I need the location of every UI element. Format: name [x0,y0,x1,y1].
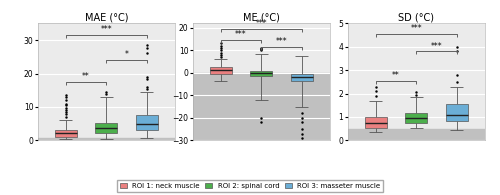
Bar [446,104,468,121]
Title: ME (°C): ME (°C) [243,13,280,23]
Bar [348,129,485,140]
Text: ***: *** [100,25,112,34]
Text: **: ** [82,72,90,81]
Bar [290,74,313,81]
Text: ***: *** [410,24,422,33]
Bar [136,115,158,130]
Title: SD (°C): SD (°C) [398,13,434,23]
Text: ***: *** [256,19,267,28]
Bar [364,117,387,128]
Bar [250,71,272,76]
Bar [210,67,232,74]
Bar [54,130,77,137]
Text: ***: *** [276,37,287,46]
Text: ***: *** [430,42,442,51]
Bar [405,113,427,123]
Bar [95,123,118,133]
Text: **: ** [392,71,400,80]
Bar [38,138,175,140]
Text: ***: *** [235,30,247,39]
Bar [192,73,330,140]
Text: *: * [124,50,128,59]
Title: MAE (°C): MAE (°C) [84,13,128,23]
Legend: ROI 1: neck muscle, ROI 2: spinal cord, ROI 3: masseter muscle: ROI 1: neck muscle, ROI 2: spinal cord, … [117,180,383,191]
